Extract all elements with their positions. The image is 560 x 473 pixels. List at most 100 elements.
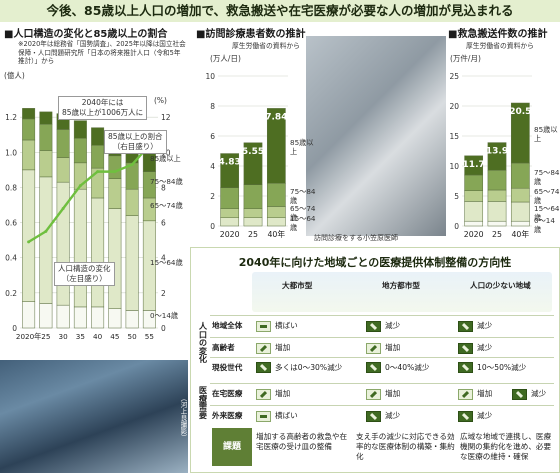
arrow-down-icon bbox=[512, 388, 527, 400]
chart1-bar-segment bbox=[39, 123, 53, 151]
group-label-population: 人口の変化 bbox=[198, 322, 208, 363]
table-cell: 増加 bbox=[256, 388, 290, 400]
xtick: 25 bbox=[248, 230, 258, 239]
bar-segment bbox=[243, 217, 263, 227]
home-visit-chart: 4.835.55 7.84 0 2 4 6 8 10 2020 25 40年 bbox=[205, 72, 288, 239]
arrow-up-icon bbox=[458, 388, 473, 400]
row-label: 現役世代 bbox=[212, 363, 243, 372]
bar-segment bbox=[266, 108, 286, 184]
chart1-bar-segment bbox=[39, 111, 53, 125]
ytick: 6 bbox=[210, 132, 215, 141]
chart1-ratio-line bbox=[27, 144, 151, 243]
bar-segment bbox=[510, 162, 530, 189]
chart1-ytick-left: 1.2 bbox=[5, 113, 17, 122]
row-label: 外来医療 bbox=[212, 411, 243, 420]
chart1-ratio-point bbox=[96, 170, 100, 174]
chart1-ytick-left: 0.6 bbox=[5, 219, 17, 228]
population-chart: 000.220.440.660.881.0101.2122020年2530354… bbox=[5, 108, 171, 341]
chart1-segment-label: 0～14歳 bbox=[150, 311, 179, 321]
chart1-bar-segment bbox=[125, 215, 139, 311]
table-cell: 横ばい bbox=[256, 410, 298, 422]
bar-segment bbox=[487, 220, 507, 227]
chart1-ratio-point bbox=[113, 170, 117, 174]
bar-segment bbox=[487, 189, 507, 202]
bar-segment bbox=[266, 183, 286, 207]
row-label: 高齢者 bbox=[212, 343, 235, 352]
chart1-ratio-point bbox=[44, 229, 48, 233]
bar-segment bbox=[464, 174, 484, 191]
bar-segment bbox=[266, 206, 286, 218]
arrow-down-icon bbox=[366, 362, 381, 373]
ytick: 10 bbox=[205, 72, 215, 81]
row-divider bbox=[210, 337, 554, 338]
bar-total-label: 13.9 bbox=[486, 147, 508, 157]
callout-2040-line1: 2040年には bbox=[81, 98, 124, 107]
ytick: 2 bbox=[210, 192, 215, 201]
col-header-metro: 大都市型 bbox=[282, 281, 313, 290]
chart1-xtick: 2020年 bbox=[16, 332, 41, 341]
chart1-callout-ratio: 85歳以上の割合 （右目盛り） bbox=[104, 130, 167, 154]
chart1-note: ※2020年は総務省「国勢調査」、2025年以降は国立社会保障・人口問題研究所「… bbox=[18, 40, 186, 65]
chart1-xtick: 25 bbox=[41, 332, 50, 341]
table-cell: 増加 bbox=[458, 388, 492, 400]
segment-label: 15～64歳 bbox=[290, 213, 316, 232]
arrow-down-icon bbox=[458, 342, 473, 354]
chart1-ytick-right: 4 bbox=[161, 254, 166, 263]
chart1-bar-segment bbox=[91, 127, 105, 146]
arrow-down-icon bbox=[458, 362, 473, 373]
chart1-ytick-left: 0.2 bbox=[5, 289, 17, 298]
callout-structure-line2: （左目盛り） bbox=[61, 274, 107, 283]
bar-total-label: 5.55 bbox=[242, 147, 264, 157]
chart3-title: ■救急搬送件数の推計 bbox=[448, 29, 548, 40]
row-divider bbox=[210, 315, 554, 316]
doctor-photo bbox=[306, 36, 446, 236]
chart1-bar-segment bbox=[22, 169, 36, 302]
arrow-up-icon bbox=[366, 342, 381, 354]
chart1-callout-2040: 2040年には 85歳以上が1006万人に bbox=[58, 96, 148, 120]
chart2-title: ■訪問診療患者数の推計 bbox=[196, 29, 306, 40]
chart3-source: 厚生労働省の資料から bbox=[466, 42, 534, 50]
chart1-segment-label: 15～64歳 bbox=[150, 257, 183, 267]
bar-segment bbox=[266, 217, 286, 227]
cell-text: 減少 bbox=[477, 411, 493, 420]
bar-segment bbox=[510, 201, 530, 222]
chart1-xtick: 30 bbox=[59, 332, 69, 341]
table-cell: 減少 bbox=[458, 410, 492, 422]
arrow-down-icon bbox=[256, 362, 271, 373]
task-metro: 増加する高齢者の救急や在宅医療の受け皿の整備 bbox=[256, 432, 348, 451]
chart1-xtick: 40 bbox=[93, 332, 103, 341]
col-header-regional: 地方都市型 bbox=[382, 281, 420, 290]
cell-text: 増加 bbox=[477, 389, 493, 398]
table-cell: 増加 bbox=[366, 342, 400, 354]
arrow-up-icon bbox=[256, 342, 271, 354]
chart1-bar-segment bbox=[39, 150, 53, 178]
group-label-demand: 医療需要 bbox=[198, 386, 208, 419]
segment-label: 0～14歳 bbox=[534, 215, 555, 234]
chart1-title: ■人口構造の変化と85歳以上の割合 bbox=[4, 29, 168, 40]
arrow-down-icon bbox=[366, 410, 381, 422]
chart1-bar-segment bbox=[39, 176, 53, 304]
chart1-bar-segment bbox=[91, 145, 105, 169]
xtick: 2020 bbox=[464, 230, 484, 239]
ytick: 10 bbox=[449, 162, 459, 171]
arrow-down-icon bbox=[458, 410, 473, 422]
chart1-ytick-right: 6 bbox=[161, 219, 166, 228]
surgery-photo bbox=[0, 360, 188, 473]
bar-segment bbox=[464, 201, 484, 222]
xtick: 40年 bbox=[267, 229, 285, 239]
cell-text: 多くは0～30%減少 bbox=[275, 363, 343, 372]
chart1-bar-segment bbox=[108, 208, 122, 309]
chart1-segment-label: 65～74歳 bbox=[150, 201, 183, 211]
arrow-down-icon bbox=[458, 320, 473, 332]
bar-segment bbox=[243, 184, 263, 209]
table-cell: 増加 bbox=[256, 342, 290, 354]
chart1-ratio-point bbox=[27, 240, 31, 244]
table-cell: 減少 bbox=[366, 320, 400, 332]
row-divider bbox=[210, 405, 554, 406]
chart1-bar-segment bbox=[22, 108, 36, 120]
chart1-bar-segment bbox=[91, 197, 105, 308]
chart1-left-unit: (億人) bbox=[4, 71, 25, 80]
chart1-ytick-left: 0 bbox=[12, 324, 17, 333]
chart1-bar-segment bbox=[73, 188, 87, 308]
cell-text: 減少 bbox=[531, 389, 547, 398]
